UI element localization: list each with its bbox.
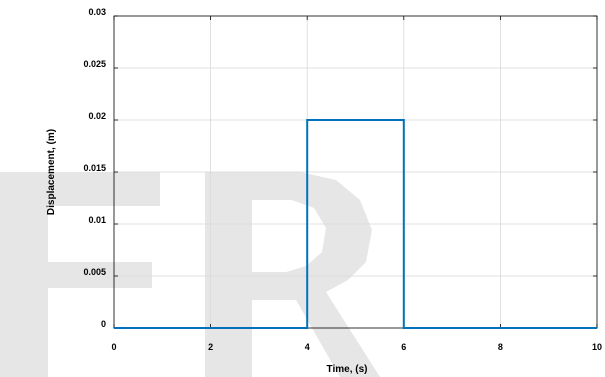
y-tick-label: 0.03 (88, 7, 106, 17)
x-tick-label: 2 (208, 342, 213, 352)
y-tick-label: 0.01 (88, 215, 106, 225)
x-tick-label: 6 (401, 342, 406, 352)
x-tick-label: 8 (498, 342, 503, 352)
x-tick-label: 10 (592, 342, 602, 352)
y-tick-label: 0.02 (88, 111, 106, 121)
y-tick-label: 0.015 (83, 163, 106, 173)
y-tick-label: 0.005 (83, 267, 106, 277)
watermark-letter-e (0, 172, 160, 377)
watermark-logo (0, 172, 380, 377)
watermark-letter-r (205, 172, 380, 377)
y-axis-label: Displacement, (m) (46, 129, 57, 215)
grid (114, 16, 597, 328)
y-tick-label: 0.025 (83, 59, 106, 69)
x-tick-labels: 0 2 4 6 8 10 (111, 342, 602, 352)
x-tick-label: 4 (305, 342, 310, 352)
y-tick-labels: 0 0.005 0.01 0.015 0.02 0.025 0.03 (83, 7, 106, 329)
y-tick-label: 0 (101, 319, 106, 329)
x-axis-label: Time, (s) (327, 364, 368, 375)
series-line-1 (114, 119, 597, 329)
series-group (114, 119, 597, 329)
x-tick-label: 0 (111, 342, 116, 352)
